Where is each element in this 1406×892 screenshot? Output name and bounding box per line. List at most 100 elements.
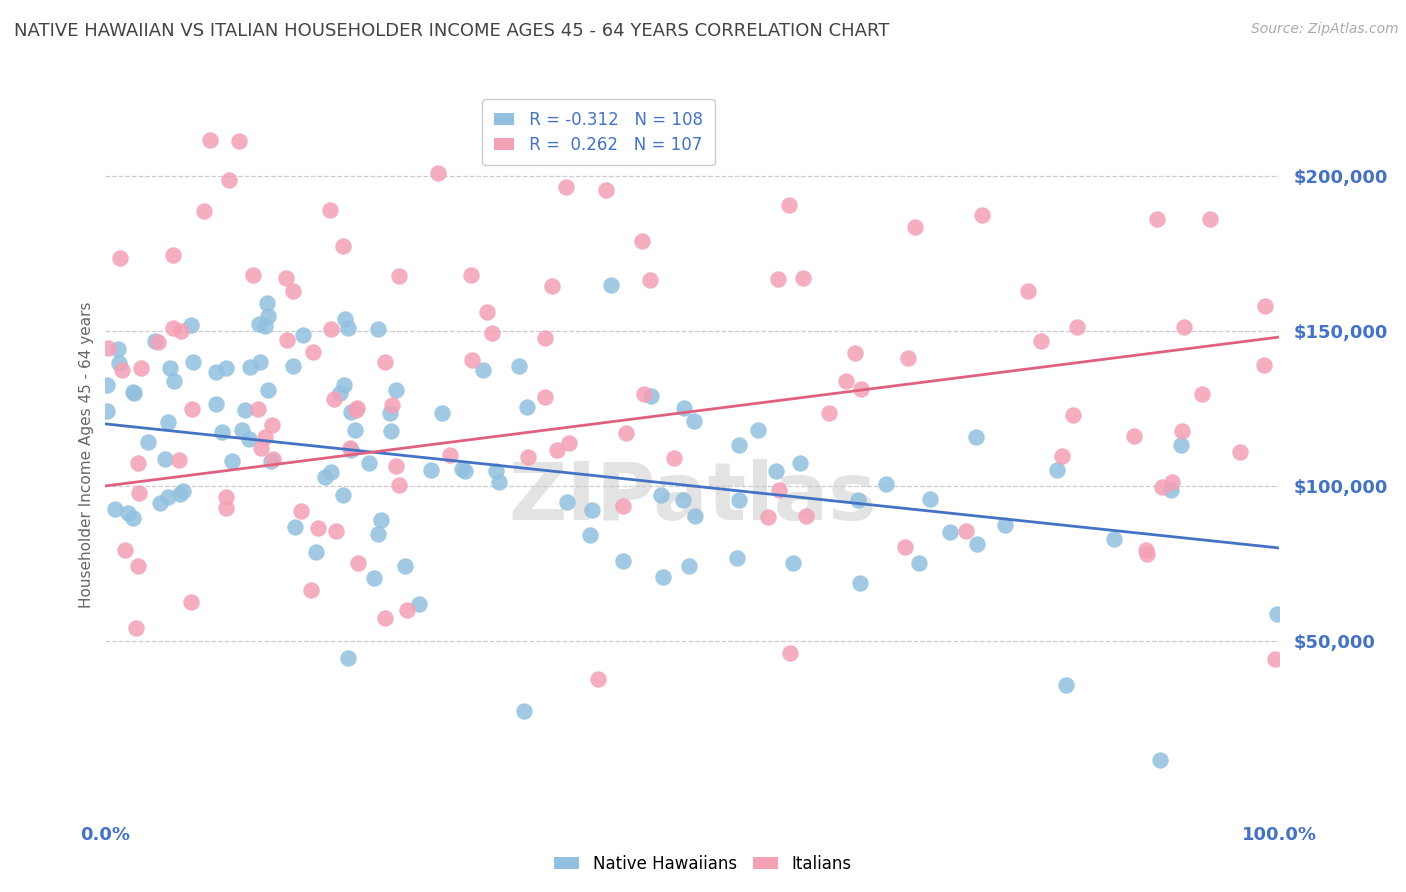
Point — [96, 403, 118, 417]
Point — [640, 273, 662, 287]
Point — [427, 166, 450, 180]
Point — [329, 385, 352, 400]
Point — [97, 341, 120, 355]
Point — [1062, 408, 1084, 422]
Point — [651, 570, 673, 584]
Point — [340, 404, 363, 418]
Point — [193, 204, 215, 219]
Point — [557, 436, 579, 450]
Point — [332, 239, 354, 253]
Point — [347, 557, 370, 571]
Point — [908, 556, 931, 570]
Point — [114, 543, 136, 558]
Point — [1017, 285, 1039, 299]
Point — [939, 525, 962, 540]
Point — [614, 425, 637, 440]
Point — [904, 219, 927, 234]
Point — [253, 318, 276, 333]
Point — [395, 603, 418, 617]
Point — [541, 278, 564, 293]
Point — [600, 277, 623, 292]
Point — [235, 403, 257, 417]
Point — [966, 537, 988, 551]
Point — [117, 506, 139, 520]
Point — [159, 360, 181, 375]
Point — [363, 571, 385, 585]
Point — [1150, 480, 1173, 494]
Point — [180, 401, 202, 416]
Point — [156, 415, 179, 429]
Point — [1173, 320, 1195, 334]
Legend: Native Hawaiians, Italians: Native Hawaiians, Italians — [547, 848, 859, 880]
Point — [612, 553, 634, 567]
Point — [156, 490, 179, 504]
Point — [640, 389, 662, 403]
Point — [321, 465, 343, 479]
Point — [683, 414, 706, 428]
Point — [125, 621, 148, 635]
Point — [517, 450, 540, 465]
Point — [336, 651, 359, 665]
Point — [215, 501, 238, 516]
Point — [765, 464, 787, 478]
Point — [319, 202, 342, 217]
Point — [792, 270, 814, 285]
Point — [337, 320, 360, 334]
Point — [1170, 424, 1192, 438]
Point — [1253, 358, 1275, 372]
Point — [104, 502, 127, 516]
Point — [516, 400, 538, 414]
Point — [385, 383, 408, 397]
Point — [299, 583, 322, 598]
Point — [254, 430, 277, 444]
Point — [367, 526, 389, 541]
Point — [304, 545, 326, 559]
Point — [835, 375, 858, 389]
Point — [378, 406, 401, 420]
Point — [127, 558, 149, 573]
Point — [246, 402, 269, 417]
Point — [108, 357, 131, 371]
Point — [955, 524, 977, 539]
Point — [970, 208, 993, 222]
Point — [385, 459, 408, 474]
Point — [215, 491, 238, 505]
Point — [249, 355, 271, 369]
Point — [581, 503, 603, 517]
Point — [163, 374, 186, 388]
Point — [307, 521, 329, 535]
Point — [96, 377, 118, 392]
Point — [155, 451, 177, 466]
Point — [205, 397, 228, 411]
Point — [851, 382, 873, 396]
Point — [534, 331, 557, 345]
Point — [260, 417, 283, 432]
Point — [727, 437, 749, 451]
Point — [127, 456, 149, 470]
Point — [1191, 386, 1213, 401]
Point — [239, 360, 262, 375]
Point — [380, 424, 402, 438]
Point — [218, 172, 240, 186]
Point — [323, 392, 346, 406]
Point — [1146, 211, 1168, 226]
Point — [180, 595, 202, 609]
Point — [454, 464, 477, 478]
Point — [673, 401, 696, 415]
Point — [122, 384, 145, 399]
Point — [162, 247, 184, 261]
Point — [461, 353, 484, 368]
Point — [1254, 299, 1277, 313]
Point — [672, 493, 695, 508]
Point — [276, 334, 298, 348]
Point — [122, 386, 145, 401]
Point — [319, 322, 342, 336]
Point — [920, 491, 942, 506]
Point — [1170, 438, 1192, 452]
Point — [650, 488, 672, 502]
Point — [779, 646, 801, 660]
Point — [966, 430, 988, 444]
Point — [370, 513, 392, 527]
Point — [897, 351, 920, 365]
Point — [110, 363, 132, 377]
